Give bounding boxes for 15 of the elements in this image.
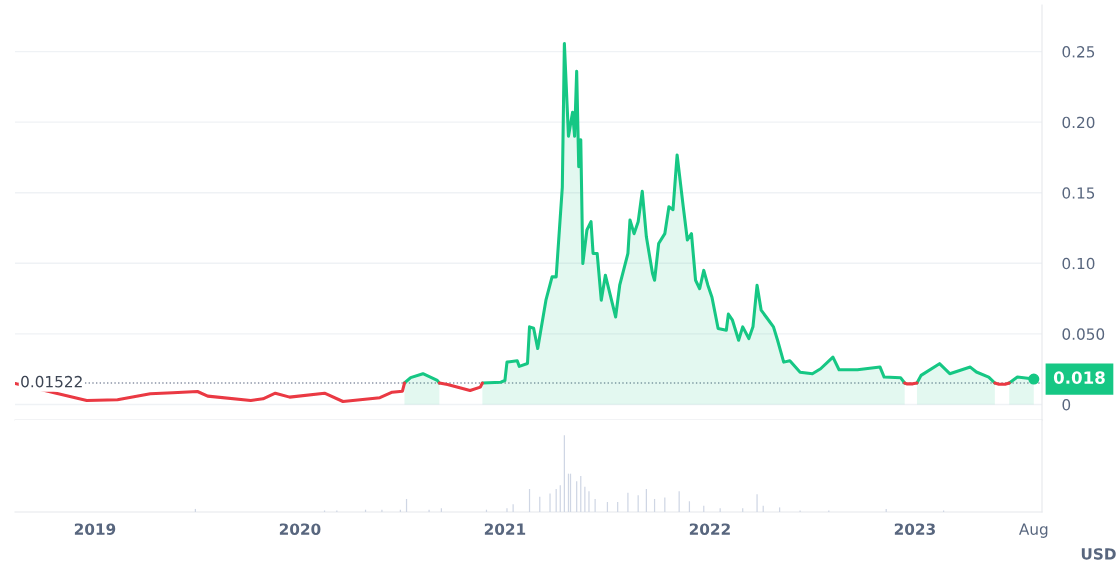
- x-tick-label: Aug: [1019, 523, 1048, 538]
- y-tick-label: 0: [1062, 398, 1071, 411]
- y-tick-label: 0.050: [1062, 328, 1105, 340]
- annotation: 0.018: [1053, 371, 1105, 384]
- ref-line-label: 0.01522: [21, 375, 82, 388]
- y-tick-label: 0.15: [1062, 187, 1095, 199]
- y-axis-title: USD: [1081, 548, 1116, 560]
- x-tick-label: 2023: [894, 523, 935, 535]
- y-tick-label: 0.25: [1062, 46, 1095, 58]
- y-tick-label: 0.10: [1062, 257, 1095, 270]
- x-tick-label: 2020: [279, 523, 321, 535]
- y-tick-label: 0.20: [1062, 116, 1095, 129]
- x-tick-label: 2019: [74, 523, 116, 535]
- x-tick-label: 2022: [689, 523, 730, 535]
- x-tick-label: 2021: [484, 523, 526, 535]
